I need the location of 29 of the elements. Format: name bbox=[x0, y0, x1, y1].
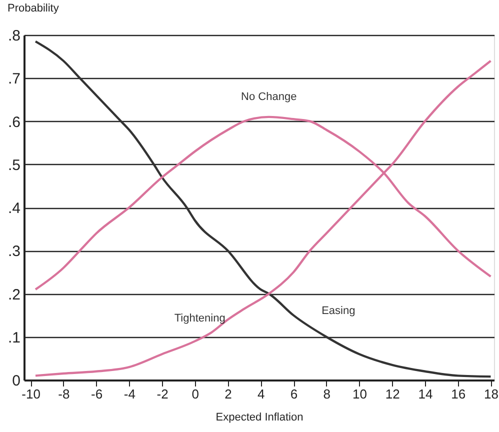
series-label: Easing bbox=[322, 304, 356, 317]
x-tick-label: 6 bbox=[290, 386, 298, 402]
x-tick-label: 8 bbox=[323, 386, 330, 402]
y-tick-label: .2 bbox=[8, 286, 20, 304]
y-tick-label: .8 bbox=[8, 28, 20, 44]
series-label: Tightening bbox=[174, 312, 226, 325]
y-tick-label: .1 bbox=[8, 329, 20, 346]
x-tick-label: -10 bbox=[22, 386, 40, 402]
x-tick-label: 18 bbox=[484, 386, 498, 402]
x-tick-label: 4 bbox=[258, 386, 265, 402]
y-axis-title: Probability bbox=[8, 2, 60, 14]
y-tick-label: 0 bbox=[12, 372, 20, 390]
y-tick-label: .4 bbox=[8, 200, 20, 217]
y-tick-label: .7 bbox=[8, 70, 20, 88]
y-tick-label: .3 bbox=[8, 243, 20, 260]
y-tick-label: .5 bbox=[8, 156, 20, 174]
y-tick-label: .6 bbox=[8, 114, 20, 131]
x-tick-label: 2 bbox=[224, 386, 232, 402]
series-label: No Change bbox=[241, 90, 297, 103]
x-tick-label: -4 bbox=[124, 386, 136, 402]
x-axis-title: Expected Inflation bbox=[216, 412, 304, 424]
x-tick-label: 0 bbox=[192, 386, 200, 402]
x-tick-label: 16 bbox=[451, 386, 466, 402]
x-tick-label: 14 bbox=[418, 386, 433, 402]
x-tick-label: 12 bbox=[385, 386, 400, 402]
x-tick-label: -6 bbox=[91, 386, 103, 402]
x-tick-label: -8 bbox=[58, 386, 70, 402]
x-tick-label: -2 bbox=[156, 386, 168, 402]
x-tick-label: 10 bbox=[352, 386, 367, 402]
